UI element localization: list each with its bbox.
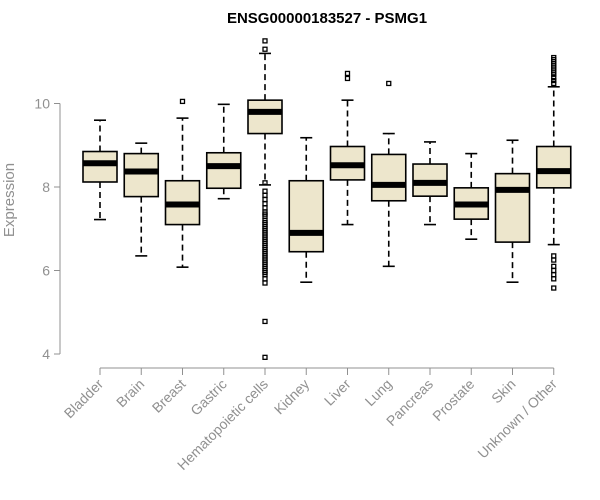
box-group — [329, 70, 366, 226]
outlier-point — [551, 253, 557, 259]
box-iqr — [535, 145, 572, 189]
outlier-point — [262, 354, 268, 360]
box-iqr — [82, 150, 118, 183]
box-group — [535, 54, 572, 291]
outlier-point — [551, 276, 557, 282]
y-tick-label: 4 — [42, 346, 50, 362]
box-group — [370, 80, 407, 268]
box-iqr — [123, 152, 160, 198]
outlier-point — [262, 38, 268, 44]
box-iqr — [494, 172, 531, 243]
box-group — [494, 139, 531, 283]
box-group — [453, 152, 490, 240]
outlier-point — [262, 192, 268, 199]
outlier-point — [386, 80, 392, 87]
outlier-point — [262, 201, 268, 207]
outlier-point — [262, 188, 268, 194]
outlier-point — [262, 280, 268, 286]
box-group — [164, 98, 201, 268]
box-group — [205, 103, 242, 200]
x-tick-label: Lung — [362, 376, 395, 409]
outlier-point — [551, 267, 557, 274]
outlier-point — [551, 263, 557, 269]
chart-title: ENSG00000183527 - PSMG1 — [227, 10, 427, 27]
y-axis: 4 6 8 10 — [34, 96, 61, 362]
outlier-point — [262, 196, 268, 203]
outlier-point — [551, 77, 557, 84]
x-tick-label: Bladder — [61, 376, 107, 422]
box-group — [288, 136, 325, 283]
y-tick-label: 6 — [42, 263, 50, 279]
y-tick-label: 10 — [34, 96, 50, 112]
x-tick-label: Liver — [321, 376, 354, 409]
outlier-point — [551, 74, 557, 81]
box-iqr — [288, 179, 325, 253]
outlier-point — [179, 98, 186, 105]
box-group — [123, 142, 160, 257]
box-group — [412, 141, 448, 226]
outlier-point — [551, 80, 557, 87]
box-iqr — [205, 151, 242, 190]
outlier-point — [262, 180, 268, 186]
outlier-point — [551, 257, 557, 263]
outlier-point — [262, 276, 268, 282]
x-tick-label: Breast — [149, 376, 189, 416]
outlier-point — [344, 75, 351, 82]
box-iqr — [370, 153, 407, 202]
x-tick-label: Prostate — [429, 376, 477, 424]
box-group — [247, 38, 283, 360]
outlier-point — [262, 318, 268, 325]
outlier-point — [262, 205, 268, 211]
outlier-point — [551, 71, 557, 77]
outlier-point — [551, 272, 557, 278]
outlier-point — [262, 46, 268, 52]
outlier-point — [344, 70, 351, 77]
outlier-point — [551, 285, 557, 291]
x-tick-label: Brain — [113, 376, 147, 410]
x-tick-label: Kidney — [271, 376, 313, 418]
y-axis-label: Expression — [1, 163, 18, 237]
box-iqr — [247, 99, 283, 135]
x-tick-label: Skin — [488, 376, 519, 407]
plot-area — [82, 38, 572, 360]
y-tick-label: 8 — [42, 179, 50, 195]
box-group — [82, 119, 118, 221]
